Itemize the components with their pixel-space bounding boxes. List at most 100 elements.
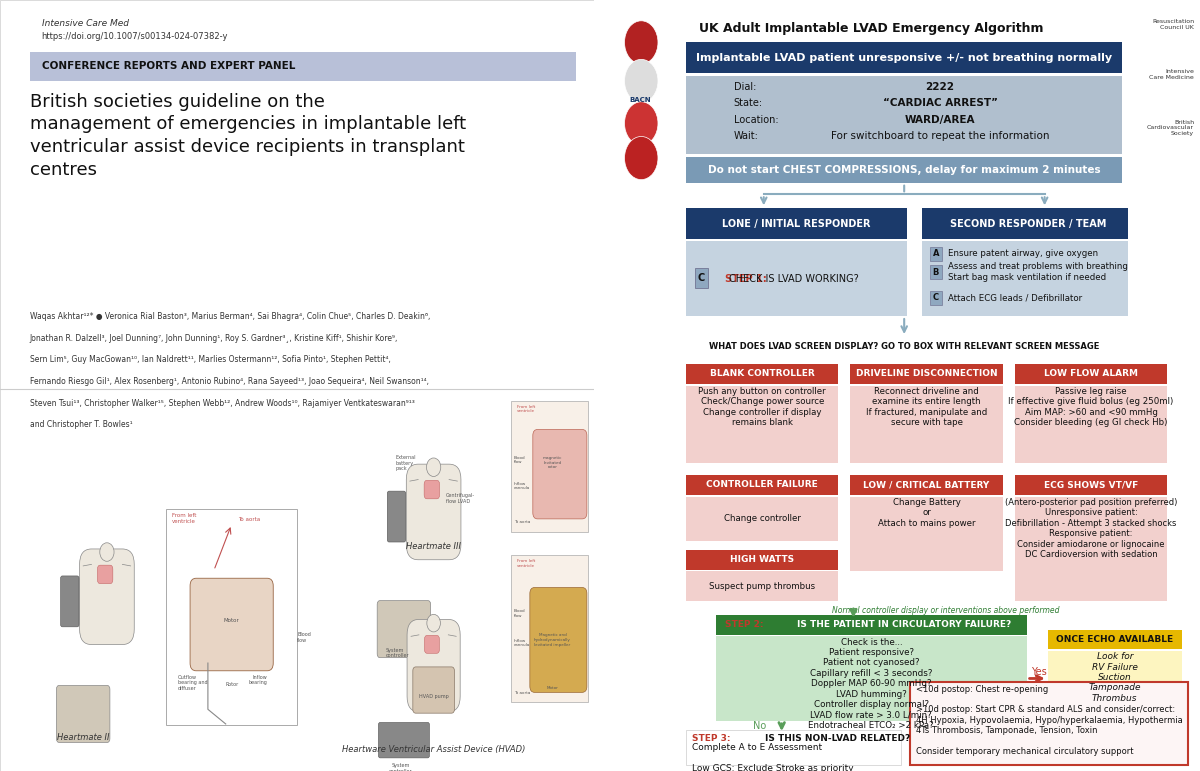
Text: HIGH WATTS: HIGH WATTS — [730, 555, 794, 564]
FancyBboxPatch shape — [97, 565, 113, 584]
Text: To aorta: To aorta — [514, 692, 530, 695]
Text: SECOND RESPONDER / TEAM: SECOND RESPONDER / TEAM — [949, 219, 1106, 228]
FancyBboxPatch shape — [1015, 386, 1168, 463]
Text: Ensure patent airway, give oxygen: Ensure patent airway, give oxygen — [948, 249, 1098, 258]
FancyBboxPatch shape — [30, 52, 576, 81]
FancyBboxPatch shape — [377, 601, 431, 658]
FancyBboxPatch shape — [851, 386, 1003, 463]
Text: CONTROLLER FAILURE: CONTROLLER FAILURE — [707, 480, 818, 490]
FancyBboxPatch shape — [1048, 630, 1182, 649]
Text: System
controller: System controller — [389, 763, 413, 771]
Text: Dial:: Dial: — [734, 82, 756, 92]
Text: Inflow
bearing: Inflow bearing — [248, 675, 268, 685]
Text: Centrifugal-
flow LVAD: Centrifugal- flow LVAD — [445, 493, 475, 504]
Text: Magnetic and
hydrodynamically
levitated impeller: Magnetic and hydrodynamically levitated … — [534, 633, 571, 647]
Text: Motor: Motor — [546, 686, 558, 690]
Text: Change controller: Change controller — [724, 514, 800, 524]
FancyBboxPatch shape — [407, 619, 460, 712]
Text: Implantable LVAD patient unresponsive +/- not breathing normally: Implantable LVAD patient unresponsive +/… — [696, 53, 1112, 62]
Text: British
Cardiovascular
Society: British Cardiovascular Society — [1147, 120, 1194, 136]
FancyBboxPatch shape — [413, 667, 455, 713]
FancyBboxPatch shape — [1015, 475, 1168, 495]
FancyBboxPatch shape — [686, 241, 907, 316]
Text: and Christopher T. Bowles¹: and Christopher T. Bowles¹ — [30, 420, 132, 429]
Text: (Antero-posterior pad position preferred)
Unresponsive patient:
Defibrillation -: (Antero-posterior pad position preferred… — [1004, 498, 1177, 559]
Text: Normal controller display or interventions above performed: Normal controller display or interventio… — [832, 606, 1060, 615]
Text: Yes: Yes — [1031, 668, 1046, 677]
FancyBboxPatch shape — [0, 0, 594, 771]
Text: STEP 1:: STEP 1: — [725, 274, 767, 284]
FancyBboxPatch shape — [922, 241, 1128, 316]
FancyBboxPatch shape — [930, 265, 942, 279]
FancyBboxPatch shape — [686, 208, 907, 239]
Text: Location:: Location: — [734, 115, 779, 124]
Text: No: No — [754, 722, 767, 731]
FancyBboxPatch shape — [407, 464, 461, 560]
Text: IS THE PATIENT IN CIRCULATORY FAILURE?: IS THE PATIENT IN CIRCULATORY FAILURE? — [797, 621, 1010, 629]
FancyBboxPatch shape — [851, 364, 1003, 384]
Text: WHAT DOES LVAD SCREEN DISPLAY? GO TO BOX WITH RELEVANT SCREEN MESSAGE: WHAT DOES LVAD SCREEN DISPLAY? GO TO BOX… — [709, 342, 1099, 351]
Text: From left
ventricle: From left ventricle — [517, 559, 535, 567]
Text: IS THIS NON-LVAD RELATED?: IS THIS NON-LVAD RELATED? — [764, 734, 910, 743]
Text: Passive leg raise
If effective give fluid bolus (eg 250ml)
Aim MAP: >60 and <90 : Passive leg raise If effective give flui… — [1008, 387, 1174, 427]
Text: Rotor: Rotor — [226, 682, 239, 687]
Text: B: B — [932, 268, 940, 277]
Text: Fernando Riesgo Gil¹, Alex Rosenberg¹, Antonio Rubino⁴, Rana Sayeed¹³, Joao Sequ: Fernando Riesgo Gil¹, Alex Rosenberg¹, A… — [30, 377, 428, 386]
Circle shape — [426, 458, 440, 476]
Text: Blood
flow: Blood flow — [514, 609, 526, 618]
Text: <10d postop: Chest re-opening

>10d postop: Start CPR & standard ALS and conside: <10d postop: Chest re-opening >10d posto… — [916, 685, 1183, 756]
FancyBboxPatch shape — [686, 76, 1122, 154]
Text: Outflow
bearing and
diffuser: Outflow bearing and diffuser — [179, 675, 208, 692]
FancyBboxPatch shape — [686, 571, 839, 601]
Text: Resuscitation
Council UK: Resuscitation Council UK — [1152, 19, 1194, 30]
Text: Motor: Motor — [223, 618, 240, 623]
FancyBboxPatch shape — [530, 588, 587, 692]
Circle shape — [100, 543, 114, 561]
FancyBboxPatch shape — [511, 555, 588, 702]
Text: HVAD pump: HVAD pump — [419, 694, 449, 699]
Text: STEP 2:: STEP 2: — [725, 621, 763, 629]
FancyBboxPatch shape — [388, 491, 406, 542]
Text: 2222: 2222 — [925, 82, 954, 92]
Text: Assess and treat problems with breathing
Start bag mask ventilation if needed: Assess and treat problems with breathing… — [948, 262, 1128, 282]
Text: C: C — [932, 293, 938, 302]
Text: Push any button on controller
Check/Change power source
Change controller if dis: Push any button on controller Check/Chan… — [698, 387, 826, 427]
Text: Intensive Care Med: Intensive Care Med — [42, 19, 128, 29]
FancyBboxPatch shape — [1015, 497, 1168, 601]
Text: Inflow
cannula: Inflow cannula — [514, 482, 530, 490]
FancyBboxPatch shape — [533, 429, 587, 519]
Text: WARD/AREA: WARD/AREA — [905, 115, 976, 124]
Text: Steven Tsui¹³, Christopher Walker¹⁵, Stephen Webb¹², Andrew Woods¹⁰, Rajamiyer V: Steven Tsui¹³, Christopher Walker¹⁵, Ste… — [30, 399, 414, 408]
Text: BLANK CONTROLLER: BLANK CONTROLLER — [710, 369, 815, 379]
Text: To aorta: To aorta — [238, 517, 260, 521]
FancyBboxPatch shape — [1015, 364, 1168, 384]
Text: Jonathan R. Dalzell³, Joel Dunning⁷, John Dunning¹, Roy S. Gardner³¸, Kristine K: Jonathan R. Dalzell³, Joel Dunning⁷, Joh… — [30, 334, 398, 343]
Text: Heartmate II: Heartmate II — [56, 733, 109, 742]
FancyBboxPatch shape — [851, 497, 1003, 571]
FancyBboxPatch shape — [851, 475, 1003, 495]
FancyBboxPatch shape — [1048, 651, 1182, 721]
FancyBboxPatch shape — [716, 615, 1027, 635]
Text: STEP 3:: STEP 3: — [692, 734, 731, 743]
FancyBboxPatch shape — [930, 247, 942, 261]
FancyBboxPatch shape — [79, 549, 134, 645]
Text: LOW / CRITICAL BATTERY: LOW / CRITICAL BATTERY — [864, 480, 990, 490]
Text: Blood
flow: Blood flow — [298, 632, 311, 643]
Text: To aorta: To aorta — [514, 520, 530, 524]
Text: State:: State: — [734, 99, 763, 108]
FancyBboxPatch shape — [686, 475, 839, 495]
FancyBboxPatch shape — [425, 635, 439, 653]
Text: ONCE ECHO AVAILABLE: ONCE ECHO AVAILABLE — [1056, 635, 1174, 644]
Text: Complete A to E Assessment

Low GCS: Exclude Stroke as priority: Complete A to E Assessment Low GCS: Excl… — [692, 743, 853, 771]
Text: DRIVELINE DISCONNECTION: DRIVELINE DISCONNECTION — [856, 369, 997, 379]
Text: Heartmate III: Heartmate III — [406, 542, 461, 551]
Text: Do not start CHEST COMPRESSIONS, delay for maximum 2 minutes: Do not start CHEST COMPRESSIONS, delay f… — [708, 165, 1100, 174]
FancyBboxPatch shape — [686, 42, 1122, 73]
Text: magnetic
levitated
rotor: magnetic levitated rotor — [542, 456, 562, 470]
FancyBboxPatch shape — [686, 157, 1122, 183]
Text: https://doi.org/10.1007/s00134-024-07382-y: https://doi.org/10.1007/s00134-024-07382… — [42, 32, 228, 42]
FancyBboxPatch shape — [167, 509, 298, 725]
FancyBboxPatch shape — [56, 685, 110, 742]
Text: From left
ventricle: From left ventricle — [517, 405, 535, 413]
Text: External
battery
pack: External battery pack — [395, 455, 415, 472]
